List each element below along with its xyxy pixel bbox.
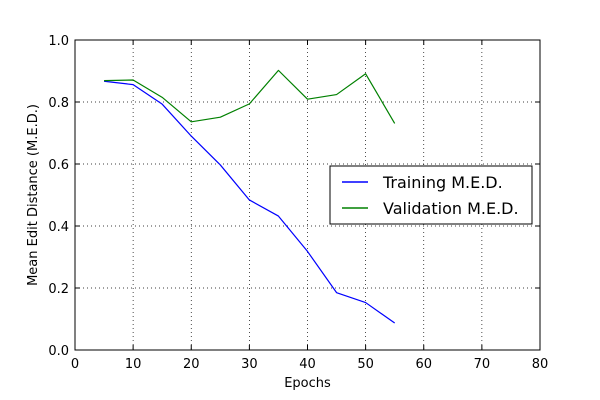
y-tick-label: 0.2 <box>48 282 69 297</box>
series-line <box>103 80 396 324</box>
x-tick-label: 50 <box>357 357 374 372</box>
y-tick-label: 0.0 <box>48 344 69 359</box>
x-tick-label: 30 <box>241 357 258 372</box>
y-axis-label: Mean Edit Distance (M.E.D.) <box>26 104 41 286</box>
y-tick-label: 1.0 <box>48 34 69 49</box>
legend-box <box>329 165 533 225</box>
x-tick-label: 40 <box>299 357 316 372</box>
legend: Training M.E.D. Validation M.E.D. <box>329 165 533 225</box>
legend-label: Training M.E.D. <box>382 173 503 192</box>
series-layer <box>103 69 396 324</box>
y-tick-label: 0.6 <box>48 158 69 173</box>
x-tick-label: 20 <box>183 357 200 372</box>
x-tick-label: 10 <box>125 357 142 372</box>
x-tick-label: 80 <box>532 357 549 372</box>
x-axis-label: Epochs <box>284 376 331 391</box>
y-tick-label: 0.4 <box>48 220 69 235</box>
x-tick-label: 60 <box>415 357 432 372</box>
y-tick-label: 0.8 <box>48 96 69 111</box>
ticks: 0 10 20 30 40 50 60 70 80 0.0 0.2 0.4 0.6 0.8 1.0 <box>48 34 548 372</box>
grid <box>75 40 540 350</box>
x-tick-label: 70 <box>474 357 491 372</box>
x-tick-label: 0 <box>71 357 79 372</box>
legend-label: Validation M.E.D. <box>383 199 519 218</box>
series-line <box>104 69 396 124</box>
